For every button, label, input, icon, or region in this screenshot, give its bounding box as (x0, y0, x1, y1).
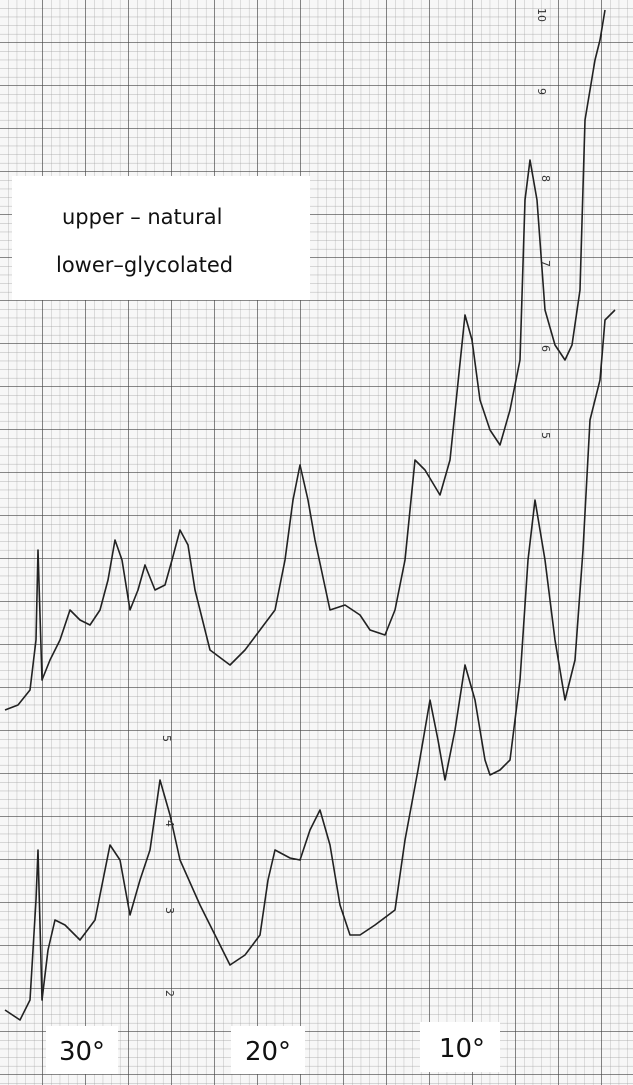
scale-number: 7 (539, 260, 552, 267)
label-box (231, 1026, 305, 1074)
scale-number: 5 (160, 735, 173, 742)
scale-number: 6 (539, 345, 552, 352)
legend-text: upper – natural (62, 205, 222, 229)
scale-number: 10 (535, 8, 548, 22)
scale-number: 8 (539, 175, 552, 182)
scale-number: 9 (535, 88, 548, 95)
legend-text: lower–glycolated (56, 253, 233, 277)
angle-label: 30° (59, 1037, 105, 1067)
angle-label: 10° (439, 1034, 485, 1064)
angle-label: 20° (245, 1037, 291, 1067)
scale-number: 4 (163, 820, 176, 827)
lower-trace (4, 309, 616, 1021)
scale-number: 3 (163, 907, 176, 914)
scale-number: 5 (539, 432, 552, 439)
upper-trace (4, 9, 606, 711)
label-box (420, 1022, 500, 1072)
label-box (46, 1026, 118, 1074)
scale-number: 2 (163, 990, 176, 997)
legend-box (12, 176, 310, 300)
